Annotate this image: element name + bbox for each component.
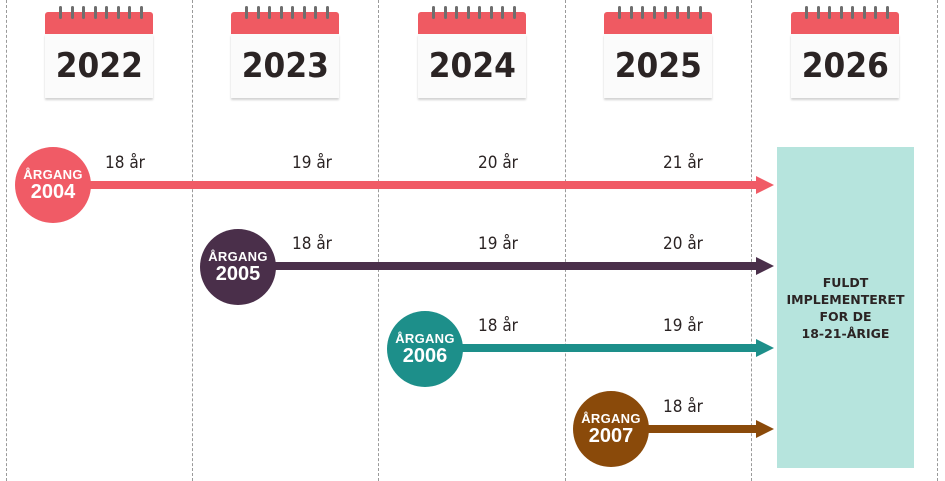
cohort-label: ÅRGANG xyxy=(395,330,455,346)
cohort-2004-badge: ÅRGANG 2004 xyxy=(15,147,91,223)
cohort-year: 2005 xyxy=(215,262,261,285)
calendar-ring xyxy=(501,6,504,19)
calendar-year: 2024 xyxy=(428,46,516,86)
calendar-year: 2026 xyxy=(801,46,889,86)
cohort-2005-arrow-line xyxy=(270,262,756,270)
calendar-2023: 2023 xyxy=(231,6,339,100)
cohort-2004-arrow-head xyxy=(756,176,774,194)
calendar-ring xyxy=(245,6,248,19)
calendar-ring xyxy=(687,6,690,19)
cohort-2007-arrow-head xyxy=(756,420,774,438)
calendar-ring xyxy=(698,6,702,19)
age-label: 21 år xyxy=(663,153,703,173)
calendar-ring xyxy=(128,6,131,19)
year-divider xyxy=(192,0,193,481)
year-divider xyxy=(6,0,7,481)
age-label: 18 år xyxy=(663,397,703,417)
calendar-ring xyxy=(805,6,808,19)
calendar-ring xyxy=(105,6,108,19)
calendar-body: 2026 xyxy=(791,34,899,98)
calendar-ring xyxy=(629,6,633,19)
cohort-label: ÅRGANG xyxy=(23,166,83,182)
calendar-ring xyxy=(839,6,843,19)
calendar-2025: 2025 xyxy=(604,6,712,100)
calendar-ring xyxy=(314,6,317,19)
calendar-ring xyxy=(268,6,271,19)
calendar-year: 2025 xyxy=(614,46,702,86)
age-label: 18 år xyxy=(292,234,332,254)
calendar-ring xyxy=(466,6,470,19)
age-label: 18 år xyxy=(478,316,518,336)
age-label: 20 år xyxy=(663,234,703,254)
age-label: 18 år xyxy=(105,153,145,173)
calendar-ring xyxy=(325,6,329,19)
calendar-ring xyxy=(652,6,656,19)
cohort-2006-arrow-head xyxy=(756,339,774,357)
age-label: 19 år xyxy=(292,153,332,173)
cohort-2004-arrow-line xyxy=(88,181,756,189)
calendar-ring xyxy=(851,6,854,19)
calendar-ring xyxy=(885,6,889,19)
calendar-ring xyxy=(862,6,866,19)
calendar-ring xyxy=(432,6,435,19)
calendar-2026: 2026 xyxy=(791,6,899,100)
calendar-ring xyxy=(291,6,294,19)
cohort-label: ÅRGANG xyxy=(208,248,268,264)
calendar-ring xyxy=(828,6,831,19)
calendar-2024: 2024 xyxy=(418,6,526,100)
calendar-ring xyxy=(59,6,62,19)
age-label: 19 år xyxy=(478,234,518,254)
calendar-ring xyxy=(641,6,644,19)
full-implementation-box: FULDT IMPLEMENTERET FOR DE 18-21-ÅRIGE xyxy=(777,147,914,468)
calendar-ring xyxy=(256,6,260,19)
calendar-2022: 2022 xyxy=(45,6,153,100)
cohort-2005-arrow-head xyxy=(756,257,774,275)
calendar-body: 2025 xyxy=(604,34,712,98)
calendar-ring xyxy=(874,6,877,19)
cohort-year: 2007 xyxy=(588,424,634,447)
calendar-ring xyxy=(70,6,74,19)
calendar-ring xyxy=(478,6,481,19)
cohort-2006-badge: ÅRGANG 2006 xyxy=(387,311,463,387)
calendar-ring xyxy=(116,6,120,19)
calendar-ring xyxy=(664,6,667,19)
cohort-2007-arrow-line xyxy=(645,425,756,433)
calendar-body: 2022 xyxy=(45,34,153,98)
cohort-year: 2006 xyxy=(402,344,448,367)
calendar-year: 2023 xyxy=(241,46,329,86)
cohort-2006-arrow-line xyxy=(458,344,756,352)
age-label: 19 år xyxy=(663,316,703,336)
cohort-2007-badge: ÅRGANG 2007 xyxy=(573,391,649,467)
calendar-ring xyxy=(82,6,85,19)
age-label: 20 år xyxy=(478,153,518,173)
calendar-ring xyxy=(139,6,143,19)
calendar-ring xyxy=(455,6,458,19)
calendar-ring xyxy=(93,6,97,19)
calendar-ring xyxy=(618,6,621,19)
cohort-year: 2004 xyxy=(30,180,76,203)
calendar-body: 2023 xyxy=(231,34,339,98)
year-divider xyxy=(565,0,566,481)
calendar-body: 2024 xyxy=(418,34,526,98)
calendar-ring xyxy=(512,6,516,19)
full-implementation-text: FULDT IMPLEMENTERET FOR DE 18-21-ÅRIGE xyxy=(786,274,905,341)
calendar-year: 2022 xyxy=(55,46,143,86)
year-divider xyxy=(937,0,938,481)
calendar-ring xyxy=(302,6,306,19)
year-divider xyxy=(378,0,379,481)
cohort-2005-badge: ÅRGANG 2005 xyxy=(200,229,276,305)
calendar-ring xyxy=(443,6,447,19)
cohort-label: ÅRGANG xyxy=(581,410,641,426)
calendar-ring xyxy=(279,6,283,19)
year-divider xyxy=(751,0,752,481)
calendar-ring xyxy=(675,6,679,19)
calendar-ring xyxy=(816,6,820,19)
calendar-ring xyxy=(489,6,493,19)
